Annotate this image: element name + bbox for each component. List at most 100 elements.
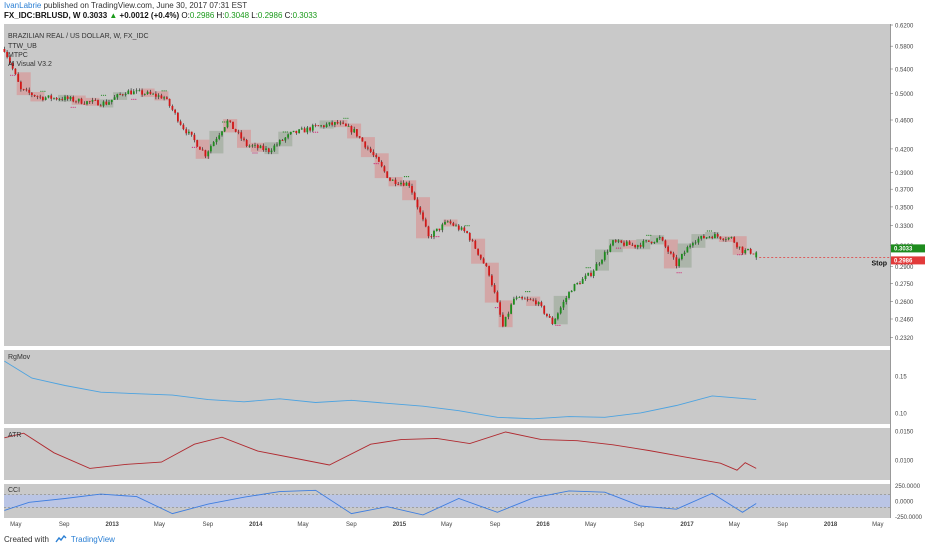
candle-body (719, 236, 722, 239)
candle-body (248, 145, 251, 147)
price-tick-label: 0.3700 (895, 188, 914, 194)
candle-body (182, 124, 185, 130)
candle-body (320, 125, 322, 127)
candle-body (364, 141, 367, 148)
candle-body (6, 51, 8, 58)
time-tick-label: May (585, 522, 596, 528)
candle-body (88, 101, 91, 102)
candle-body (625, 241, 628, 246)
indicator-label-2: MTPC (8, 52, 28, 59)
low-value: 0.2986 (257, 11, 283, 20)
indicator-tick-label: 0.15 (895, 374, 907, 380)
signal-dot (42, 90, 44, 92)
candle-body (11, 63, 14, 69)
signal-dot (44, 90, 46, 92)
candle-body (727, 237, 730, 240)
candle-body (199, 146, 201, 150)
candle-body (157, 95, 160, 97)
candle-body (251, 145, 254, 147)
indicator-tick-label: 250.0000 (895, 484, 921, 490)
signal-dot (254, 152, 256, 154)
candle-body (331, 122, 333, 125)
candle-body (311, 125, 314, 131)
signal-dot (585, 267, 587, 269)
price-tick-label: 0.2900 (895, 265, 914, 271)
cci-band (4, 494, 890, 508)
candle-body (496, 292, 499, 303)
candle-body (389, 177, 391, 181)
candle-body (683, 252, 686, 255)
candle-body (628, 241, 631, 245)
symbol-label[interactable]: FX_IDC:BRLUSD, W (4, 11, 81, 20)
candle-body (430, 236, 433, 238)
candle-body (482, 258, 485, 264)
candle-body (174, 109, 176, 113)
high-value: 0.3048 (224, 11, 250, 20)
candle-body (535, 300, 537, 305)
candle-body (75, 101, 77, 103)
cci-pane-title: CCI (8, 487, 20, 494)
candle-body (634, 244, 636, 248)
candle-body (741, 246, 744, 254)
candle-body (270, 150, 273, 153)
candle-body (744, 250, 747, 254)
candle-body (345, 123, 347, 127)
candle-body (143, 94, 146, 95)
candle-body (521, 297, 523, 299)
candle-body (386, 171, 389, 178)
signal-dot (619, 247, 622, 249)
tradingview-link[interactable]: TradingView (70, 535, 115, 544)
candle-body (570, 290, 573, 293)
candle-body (177, 112, 179, 122)
candle-body (601, 259, 603, 264)
candle-body (361, 137, 364, 142)
signal-dot (646, 234, 648, 236)
last-price-tag-text: 0.3033 (894, 246, 913, 252)
signal-zone (113, 92, 128, 100)
candle-body (53, 97, 55, 99)
open-value: 0.2986 (189, 11, 215, 20)
candle-body (47, 95, 50, 98)
price-tick-label: 0.2320 (895, 336, 914, 342)
price-tick-label: 0.5400 (895, 68, 914, 74)
candle-body (700, 235, 703, 239)
candle-body (289, 131, 292, 135)
price-tick-label: 0.3500 (895, 205, 914, 211)
candle-body (295, 130, 298, 134)
candle-body (730, 237, 733, 238)
price-tick-label: 0.2460 (895, 318, 914, 324)
candle-body (226, 120, 229, 128)
time-tick-label: Sep (634, 522, 645, 528)
signal-dot (678, 272, 680, 274)
indicator-label-1: TTW_UB (8, 43, 37, 50)
candle-body (99, 105, 102, 107)
signal-dot (741, 254, 743, 256)
candle-body (210, 146, 212, 152)
candle-body (510, 304, 512, 314)
candle-body (705, 237, 708, 239)
candle-body (708, 236, 711, 238)
candle-body (375, 155, 378, 157)
candle-body (714, 234, 716, 239)
candle-body (276, 144, 278, 146)
candle-body (130, 90, 132, 95)
candle-body (278, 140, 281, 145)
candle-body (427, 226, 430, 237)
candle-body (309, 127, 311, 131)
author-link[interactable]: IvanLabrie (4, 1, 42, 10)
candle-body (435, 228, 438, 231)
indicator-label-3: AI Visual V3.2 (8, 61, 52, 68)
candle-body (408, 182, 411, 186)
price-tick-label: 0.2750 (895, 282, 914, 288)
signal-dot (587, 267, 589, 269)
signal-dot (70, 106, 72, 108)
candle-body (686, 247, 689, 253)
signal-dot (317, 131, 319, 133)
candle-body (565, 298, 568, 302)
candle-body (675, 257, 678, 266)
time-tick-label: May (441, 522, 452, 528)
candle-body (444, 221, 446, 225)
candle-body (229, 120, 232, 122)
indicator-tick-label: 0.10 (895, 411, 907, 417)
